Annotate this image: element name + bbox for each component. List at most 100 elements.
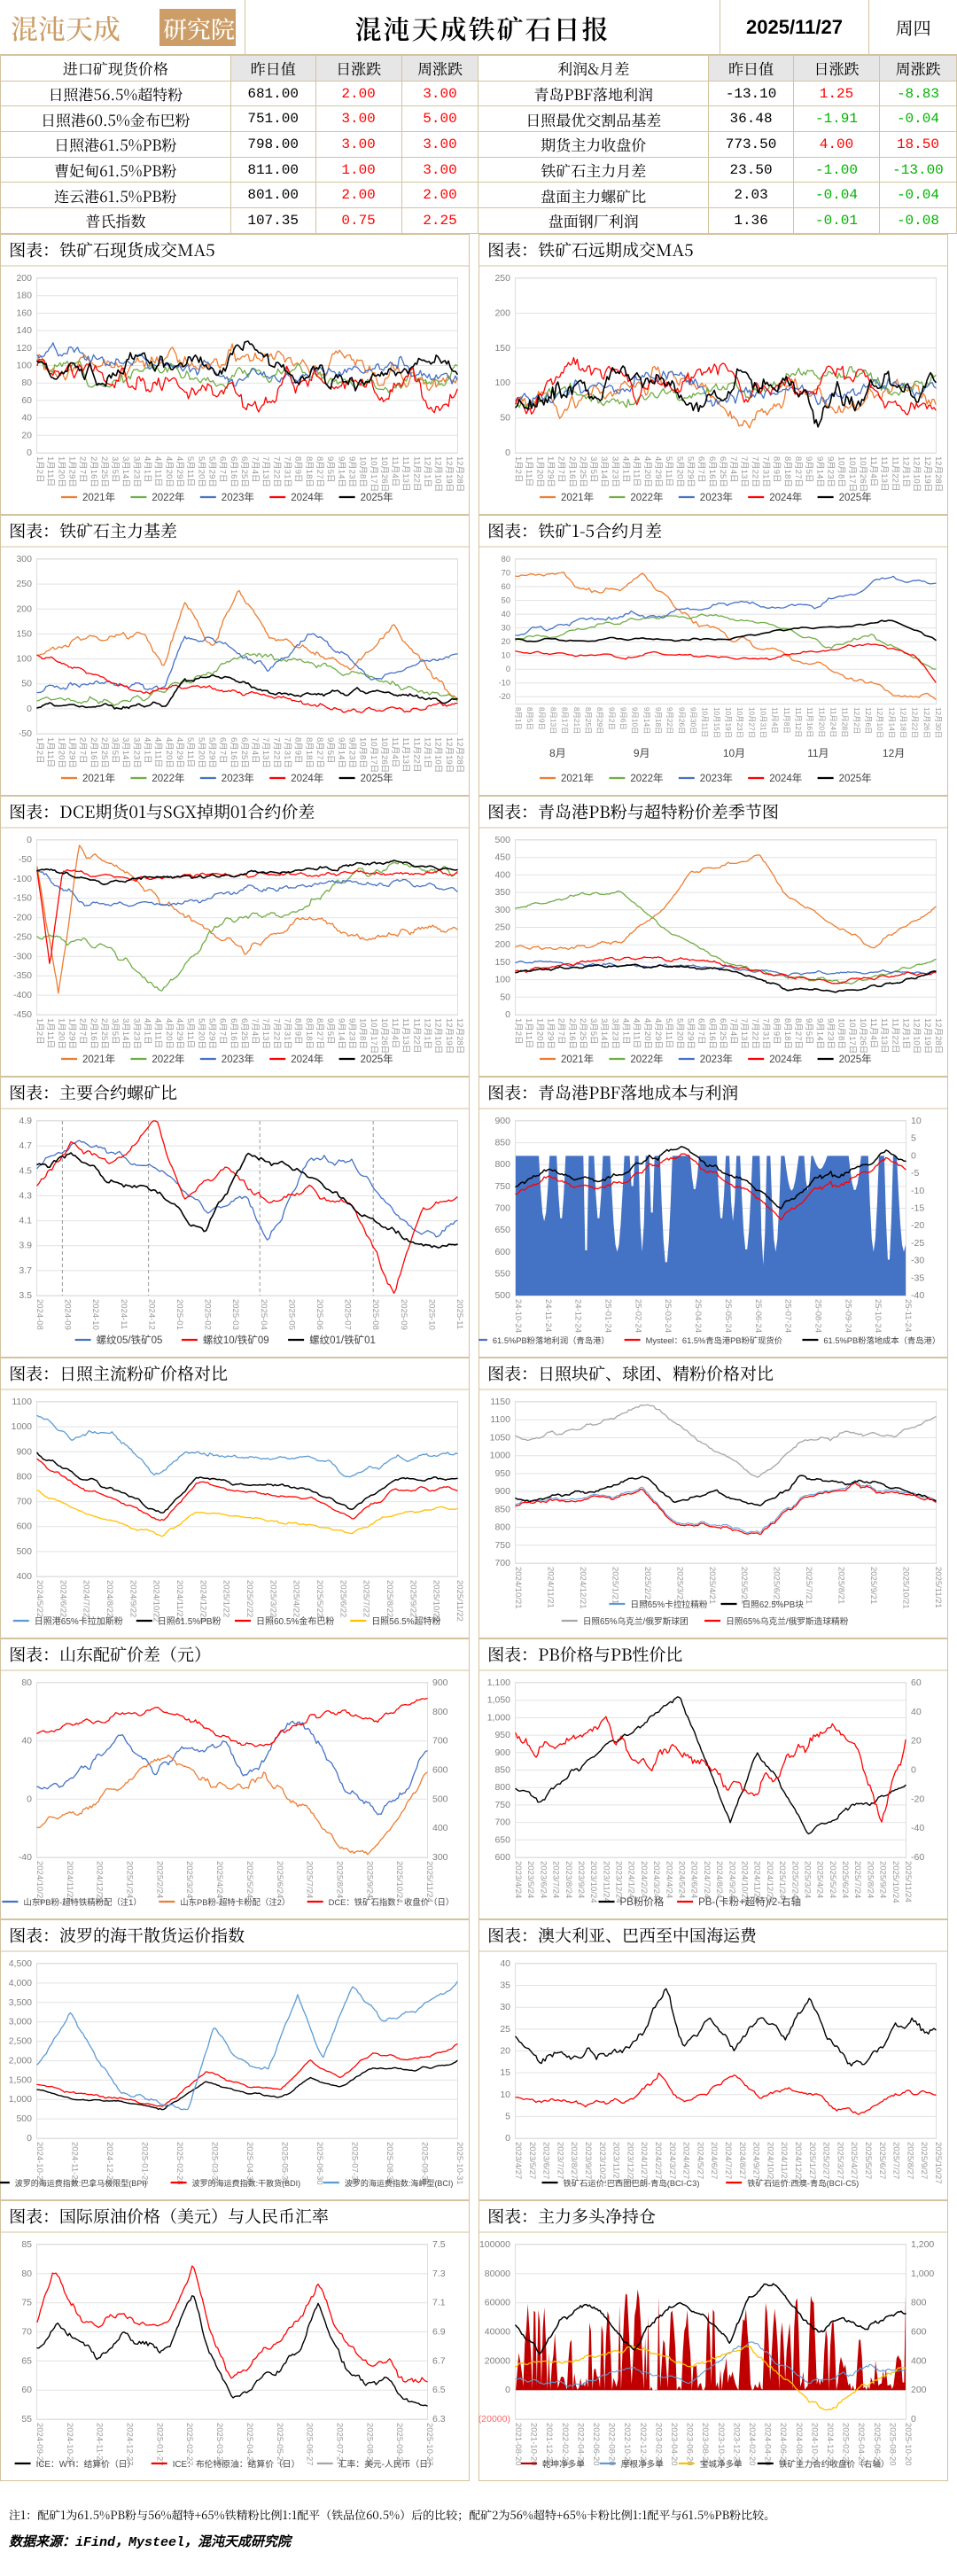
svg-text:10月23日: 10月23日: [735, 707, 744, 738]
svg-text:600: 600: [494, 1247, 510, 1257]
svg-text:700: 700: [432, 1735, 448, 1746]
svg-text:7月4日: 7月4日: [728, 1018, 738, 1045]
svg-text:2022年: 2022年: [152, 772, 184, 784]
svg-text:ICE：布伦特原油：结算价（日）: ICE：布伦特原油：结算价（日）: [173, 2458, 300, 2470]
svg-text:2024/1/24: 2024/1/24: [626, 1861, 636, 1898]
svg-text:11月4日: 11月4日: [868, 456, 878, 486]
svg-text:0: 0: [505, 1009, 510, 1020]
svg-text:2021-08-20: 2021-08-20: [513, 2423, 523, 2466]
svg-text:8月9日: 8月9日: [293, 456, 303, 483]
svg-text:800: 800: [911, 2297, 927, 2308]
svg-text:6月25日: 6月25日: [239, 737, 249, 768]
svg-text:5月11日: 5月11日: [185, 737, 195, 767]
svg-text:2024-08: 2024-08: [35, 1299, 44, 1330]
svg-text:2024/12/21: 2024/12/21: [578, 1567, 587, 1609]
svg-text:8月27日: 8月27日: [315, 1018, 324, 1049]
svg-text:6月16日: 6月16日: [229, 456, 238, 487]
svg-text:5月20日: 5月20日: [674, 1018, 684, 1049]
svg-text:-150: -150: [13, 892, 32, 903]
svg-text:50: 50: [21, 678, 32, 689]
svg-text:4月29日: 4月29日: [175, 1018, 184, 1049]
svg-text:4月20日: 4月20日: [164, 456, 174, 487]
svg-text:2024/7/27: 2024/7/27: [723, 2142, 733, 2179]
svg-text:9月14日: 9月14日: [336, 1018, 346, 1049]
svg-text:7.1: 7.1: [432, 2297, 446, 2308]
svg-text:2024-10: 2024-10: [90, 1299, 100, 1330]
svg-text:500: 500: [16, 1546, 32, 1557]
svg-text:7月31日: 7月31日: [761, 456, 771, 487]
svg-text:55: 55: [21, 2414, 32, 2424]
svg-text:6月16日: 6月16日: [229, 737, 238, 768]
svg-text:750: 750: [494, 1540, 510, 1551]
svg-text:80: 80: [502, 555, 510, 564]
svg-text:9月5日: 9月5日: [325, 456, 335, 483]
svg-text:-450: -450: [13, 1009, 32, 1020]
svg-text:2024/11/22: 2024/11/22: [175, 1580, 184, 1622]
svg-text:11月4日: 11月4日: [868, 1018, 878, 1048]
svg-text:2024/5/22: 2024/5/22: [35, 1580, 44, 1617]
svg-text:4月29日: 4月29日: [175, 456, 184, 487]
svg-text:(20000): (20000): [478, 2414, 510, 2424]
svg-text:10月8日: 10月8日: [358, 456, 368, 487]
svg-text:2024年: 2024年: [769, 772, 802, 784]
svg-text:12月19日: 12月19日: [444, 737, 454, 773]
svg-text:11月22日: 11月22日: [411, 737, 421, 772]
svg-text:1月2日: 1月2日: [35, 737, 44, 764]
svg-text:1,000: 1,000: [911, 2269, 934, 2279]
svg-text:60: 60: [911, 1677, 922, 1688]
svg-text:7月13日: 7月13日: [739, 1018, 749, 1049]
svg-text:2021年: 2021年: [82, 1053, 115, 1065]
svg-text:9月5日: 9月5日: [325, 737, 335, 764]
svg-text:2024/8/22: 2024/8/22: [105, 1580, 114, 1617]
svg-text:2024-11-29: 2024-11-29: [70, 2142, 80, 2184]
svg-text:2025/6/24: 2025/6/24: [275, 1861, 284, 1898]
svg-text:10月8日: 10月8日: [836, 1018, 846, 1049]
svg-text:400: 400: [911, 2355, 927, 2366]
svg-text:2025-06: 2025-06: [315, 1299, 324, 1330]
svg-text:4月29日: 4月29日: [175, 737, 184, 768]
svg-text:2023/11/27: 2023/11/27: [611, 2142, 621, 2183]
svg-text:2025/9/24: 2025/9/24: [364, 1861, 374, 1898]
svg-text:1000: 1000: [12, 1421, 33, 1432]
svg-text:120: 120: [16, 343, 32, 354]
svg-text:8月27日: 8月27日: [793, 1018, 803, 1049]
svg-text:1,000: 1,000: [487, 1712, 510, 1723]
svg-text:3月5日: 3月5日: [110, 737, 120, 764]
svg-text:2024年: 2024年: [769, 491, 802, 503]
svg-text:8月5日: 8月5日: [525, 707, 534, 730]
svg-text:2024/6/27: 2024/6/27: [709, 2142, 719, 2179]
svg-text:6月7日: 6月7日: [696, 1018, 706, 1045]
svg-text:-35: -35: [911, 1272, 924, 1283]
svg-text:6月16日: 6月16日: [229, 1018, 238, 1049]
svg-text:2023年: 2023年: [222, 491, 254, 503]
svg-text:25-06-24: 25-06-24: [753, 1299, 763, 1333]
svg-text:1月2日: 1月2日: [35, 456, 44, 483]
svg-text:2024年: 2024年: [769, 1053, 802, 1065]
svg-text:9月5日: 9月5日: [325, 1018, 335, 1045]
svg-text:12月2日: 12月2日: [852, 707, 861, 734]
svg-text:乾坤净多单: 乾坤净多单: [542, 2459, 585, 2470]
svg-text:10月17日: 10月17日: [369, 1018, 378, 1054]
svg-text:1000: 1000: [490, 1450, 511, 1460]
svg-text:1月20日: 1月20日: [534, 456, 544, 487]
svg-text:8月9日: 8月9日: [293, 1018, 303, 1045]
svg-text:-30: -30: [911, 1255, 924, 1265]
svg-text:铁矿主力合约收盘价（右轴）: 铁矿主力合约收盘价（右轴）: [779, 2459, 890, 2470]
svg-text:2023/8/27: 2023/8/27: [569, 2142, 579, 2179]
svg-text:1月29日: 1月29日: [67, 737, 77, 768]
svg-text:2024年: 2024年: [291, 1053, 323, 1065]
svg-text:-20: -20: [499, 692, 510, 701]
svg-text:5月20日: 5月20日: [674, 456, 684, 487]
svg-text:2025-04: 2025-04: [259, 1299, 268, 1330]
svg-text:4.5: 4.5: [19, 1165, 32, 1176]
svg-text:9月5日: 9月5日: [804, 456, 813, 483]
svg-text:2023/6/27: 2023/6/27: [541, 2142, 551, 2179]
svg-text:1月29日: 1月29日: [546, 456, 556, 487]
svg-text:100: 100: [494, 974, 510, 984]
svg-text:10月26日: 10月26日: [379, 1018, 389, 1054]
svg-text:6月25日: 6月25日: [718, 456, 727, 487]
svg-text:9月23日: 9月23日: [347, 456, 357, 487]
svg-text:11月22日: 11月22日: [890, 456, 899, 491]
svg-text:70: 70: [502, 568, 510, 577]
svg-text:20000: 20000: [485, 2355, 510, 2366]
